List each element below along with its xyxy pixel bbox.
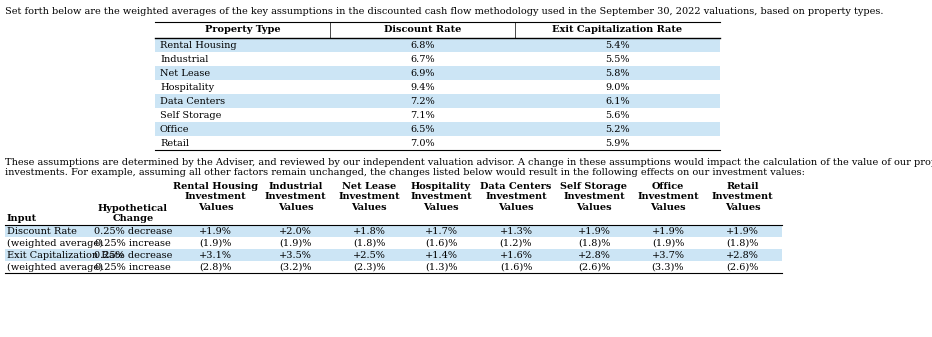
Text: +1.3%: +1.3%: [500, 226, 532, 236]
Text: (2.6)%: (2.6)%: [726, 263, 759, 272]
Text: Net Lease
Investment
Values: Net Lease Investment Values: [338, 182, 400, 212]
Text: 5.2%: 5.2%: [605, 124, 630, 133]
Bar: [155, 94, 720, 108]
Text: 7.1%: 7.1%: [410, 111, 435, 120]
Text: Discount Rate: Discount Rate: [7, 226, 76, 236]
Text: +2.0%: +2.0%: [279, 226, 312, 236]
Text: Set forth below are the weighted averages of the key assumptions in the discount: Set forth below are the weighted average…: [5, 7, 884, 16]
Text: (1.2)%: (1.2)%: [500, 239, 532, 247]
Text: 6.9%: 6.9%: [410, 68, 434, 78]
Text: (2.6)%: (2.6)%: [578, 263, 610, 272]
Text: Industrial
Investment
Values: Industrial Investment Values: [265, 182, 326, 212]
Text: Retail
Investment
Values: Retail Investment Values: [712, 182, 774, 212]
Text: (3.2)%: (3.2)%: [280, 263, 311, 272]
Text: 0.25% decrease: 0.25% decrease: [94, 250, 172, 259]
Text: Data Centers
Investment
Values: Data Centers Investment Values: [480, 182, 552, 212]
Text: (1.8)%: (1.8)%: [353, 239, 385, 247]
Text: +3.7%: +3.7%: [651, 250, 684, 259]
Text: +1.9%: +1.9%: [726, 226, 759, 236]
Bar: [155, 38, 720, 52]
Text: 6.8%: 6.8%: [410, 40, 434, 50]
Text: (1.9)%: (1.9)%: [199, 239, 232, 247]
Text: Hospitality: Hospitality: [160, 83, 214, 92]
Bar: [155, 122, 720, 136]
Text: 5.9%: 5.9%: [605, 139, 630, 148]
Text: 0.25% increase: 0.25% increase: [95, 239, 171, 247]
Text: 5.5%: 5.5%: [605, 55, 630, 63]
Text: (1.6)%: (1.6)%: [425, 239, 458, 247]
Text: Property Type: Property Type: [205, 26, 281, 34]
Text: +3.1%: +3.1%: [199, 250, 232, 259]
Bar: [5, 249, 782, 261]
Text: 7.0%: 7.0%: [410, 139, 435, 148]
Text: Industrial: Industrial: [160, 55, 209, 63]
Text: 6.5%: 6.5%: [410, 124, 434, 133]
Text: 9.0%: 9.0%: [605, 83, 630, 92]
Text: Retail: Retail: [160, 139, 189, 148]
Text: Hypothetical
Change: Hypothetical Change: [98, 204, 168, 223]
Text: Exit Capitalization Rate: Exit Capitalization Rate: [7, 250, 124, 259]
Text: +2.5%: +2.5%: [352, 250, 386, 259]
Bar: [155, 66, 720, 80]
Text: 5.6%: 5.6%: [605, 111, 630, 120]
Text: +1.6%: +1.6%: [500, 250, 532, 259]
Text: 7.2%: 7.2%: [410, 96, 435, 105]
Text: +1.4%: +1.4%: [424, 250, 458, 259]
Text: +2.8%: +2.8%: [726, 250, 759, 259]
Text: investments. For example, assuming all other factors remain unchanged, the chang: investments. For example, assuming all o…: [5, 168, 805, 177]
Text: 6.1%: 6.1%: [605, 96, 630, 105]
Text: Rental Housing
Investment
Values: Rental Housing Investment Values: [173, 182, 258, 212]
Text: (1.9)%: (1.9)%: [651, 239, 684, 247]
Text: +3.5%: +3.5%: [279, 250, 312, 259]
Text: (1.8)%: (1.8)%: [726, 239, 759, 247]
Text: (weighted average): (weighted average): [7, 239, 103, 248]
Text: Data Centers: Data Centers: [160, 96, 226, 105]
Text: 9.4%: 9.4%: [410, 83, 435, 92]
Text: (weighted average): (weighted average): [7, 263, 103, 272]
Text: Input: Input: [7, 214, 37, 223]
Text: (1.6)%: (1.6)%: [500, 263, 532, 272]
Text: (1.8)%: (1.8)%: [578, 239, 610, 247]
Text: +1.7%: +1.7%: [424, 226, 458, 236]
Bar: [5, 225, 782, 237]
Text: (1.9)%: (1.9)%: [280, 239, 311, 247]
Text: Self Storage
Investment
Values: Self Storage Investment Values: [560, 182, 627, 212]
Text: +1.9%: +1.9%: [199, 226, 232, 236]
Text: (1.3)%: (1.3)%: [425, 263, 458, 272]
Text: Exit Capitalization Rate: Exit Capitalization Rate: [553, 26, 682, 34]
Text: Office
Investment
Values: Office Investment Values: [637, 182, 699, 212]
Text: 0.25% increase: 0.25% increase: [95, 263, 171, 272]
Text: Self Storage: Self Storage: [160, 111, 222, 120]
Text: Net Lease: Net Lease: [160, 68, 210, 78]
Text: 0.25% decrease: 0.25% decrease: [94, 226, 172, 236]
Text: Office: Office: [160, 124, 189, 133]
Text: These assumptions are determined by the Adviser, and reviewed by our independent: These assumptions are determined by the …: [5, 158, 932, 167]
Text: 5.8%: 5.8%: [605, 68, 630, 78]
Text: Discount Rate: Discount Rate: [384, 26, 461, 34]
Text: +1.9%: +1.9%: [578, 226, 610, 236]
Text: (2.8)%: (2.8)%: [199, 263, 232, 272]
Text: (3.3)%: (3.3)%: [651, 263, 684, 272]
Text: +1.8%: +1.8%: [352, 226, 386, 236]
Text: Rental Housing: Rental Housing: [160, 40, 237, 50]
Text: 5.4%: 5.4%: [605, 40, 630, 50]
Text: +2.8%: +2.8%: [578, 250, 610, 259]
Text: +1.9%: +1.9%: [651, 226, 684, 236]
Text: Hospitality
Investment
Values: Hospitality Investment Values: [410, 182, 472, 212]
Text: 6.7%: 6.7%: [410, 55, 435, 63]
Text: (2.3)%: (2.3)%: [352, 263, 385, 272]
